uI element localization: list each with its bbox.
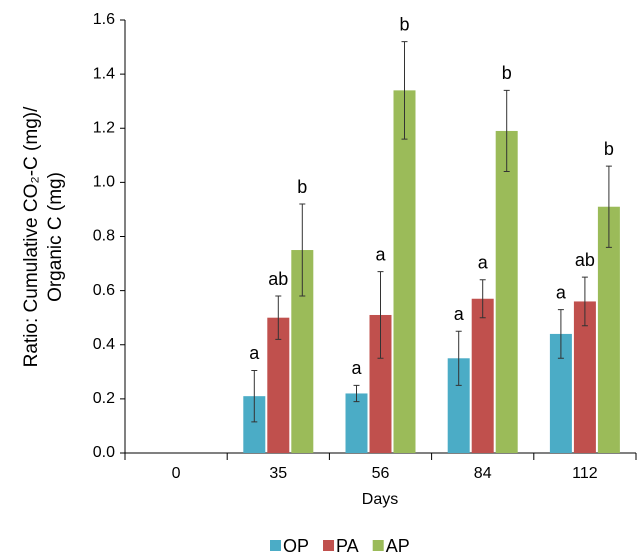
legend-swatch bbox=[323, 540, 335, 551]
significance-letter: a bbox=[375, 244, 386, 264]
x-tick-label: 56 bbox=[372, 465, 390, 482]
y-tick-label: 1.4 bbox=[93, 65, 115, 82]
significance-letter: b bbox=[604, 139, 614, 159]
bar bbox=[393, 90, 416, 454]
x-tick-label: 0 bbox=[172, 465, 181, 482]
legend-swatch bbox=[270, 540, 281, 551]
legend-label: OP bbox=[283, 536, 309, 556]
error-bar bbox=[455, 330, 462, 386]
significance-letter: a bbox=[556, 282, 567, 302]
bar bbox=[243, 396, 266, 453]
bar bbox=[495, 130, 518, 454]
significance-letter: ab bbox=[575, 250, 595, 270]
y-tick-label: 0.4 bbox=[93, 336, 115, 353]
bar bbox=[597, 206, 620, 453]
bar bbox=[291, 250, 314, 453]
y-tick-label: 0.2 bbox=[93, 390, 115, 407]
significance-letter: ab bbox=[268, 269, 288, 289]
legend-label: AP bbox=[386, 536, 410, 556]
significance-letter: a bbox=[351, 358, 362, 378]
significance-letter: a bbox=[454, 304, 465, 324]
y-tick-label: 1.0 bbox=[93, 174, 115, 191]
significance-letter: a bbox=[478, 253, 489, 273]
error-bar bbox=[581, 276, 588, 327]
bar bbox=[471, 298, 494, 453]
y-axis-label: Organic C (mg) bbox=[45, 172, 66, 302]
significance-letter: b bbox=[399, 14, 409, 34]
error-bar bbox=[275, 295, 282, 340]
y-tick-label: 0.6 bbox=[93, 282, 115, 299]
error-bar bbox=[557, 309, 564, 359]
error-bar bbox=[377, 271, 384, 359]
error-bar bbox=[299, 203, 306, 297]
error-bar bbox=[401, 41, 408, 140]
y-axis-label: Ratio: Cumulative CO₂-C (mg)/ bbox=[21, 106, 42, 367]
bar bbox=[369, 314, 392, 453]
error-bar bbox=[605, 165, 612, 248]
error-bar bbox=[503, 89, 510, 173]
bar bbox=[549, 333, 572, 453]
y-tick-label: 1.2 bbox=[93, 119, 115, 136]
significance-letter: a bbox=[249, 343, 260, 363]
bar bbox=[345, 393, 368, 453]
significance-letter: b bbox=[297, 177, 307, 197]
y-tick-label: 0.8 bbox=[93, 228, 115, 245]
error-bar bbox=[479, 279, 486, 319]
y-tick-label: 0.0 bbox=[93, 444, 115, 461]
x-tick-label: 84 bbox=[474, 465, 492, 482]
significance-letter: b bbox=[502, 63, 512, 83]
x-tick-label: 112 bbox=[572, 465, 598, 482]
error-bar bbox=[251, 369, 258, 423]
y-tick-label: 1.6 bbox=[93, 11, 115, 28]
x-tick-label: 35 bbox=[269, 465, 287, 482]
legend-label: PA bbox=[336, 536, 359, 556]
legend-swatch bbox=[372, 540, 384, 551]
error-bar bbox=[353, 384, 360, 403]
bar bbox=[573, 301, 596, 453]
bar bbox=[447, 358, 470, 453]
bar bbox=[267, 317, 290, 453]
x-axis-label: Days bbox=[362, 491, 398, 508]
